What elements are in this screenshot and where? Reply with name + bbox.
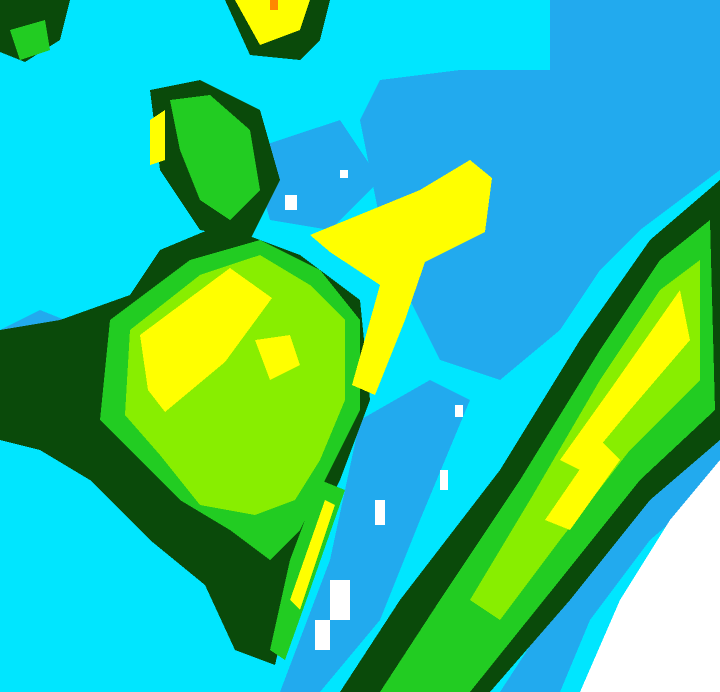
speckle [285, 195, 297, 210]
orange-spot [270, 0, 278, 10]
clear-speckles [285, 170, 662, 650]
light-blue-patch [250, 120, 380, 230]
speckle [650, 610, 662, 618]
light-blue-lane [500, 420, 720, 692]
yellow-core [310, 160, 492, 395]
speckle [440, 470, 448, 490]
yellow-streak [150, 110, 165, 165]
speckle [375, 500, 385, 525]
green-patch [10, 20, 50, 60]
yellow-patch [235, 0, 310, 45]
yellow-core [140, 268, 272, 412]
speckle [330, 580, 350, 620]
speckle [340, 170, 348, 178]
speckle [455, 405, 463, 417]
yellow-core [255, 335, 300, 380]
light-blue-region [360, 0, 720, 380]
dark-green-band [340, 180, 720, 692]
speckle [315, 620, 330, 650]
light-blue-patch [280, 380, 470, 692]
clear-region [580, 460, 720, 692]
green-streak [170, 95, 260, 220]
yellow-streak [545, 440, 620, 530]
yellow-streak [560, 290, 690, 470]
yellow-streak [290, 500, 335, 610]
